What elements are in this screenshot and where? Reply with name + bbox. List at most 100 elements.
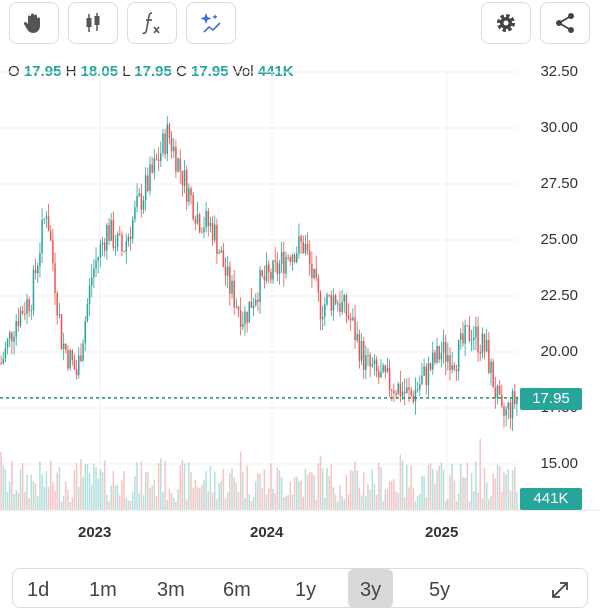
volume-bar xyxy=(296,476,298,510)
volume-bar xyxy=(244,498,246,510)
candle-body xyxy=(103,242,106,251)
candle-body xyxy=(287,257,289,259)
candle-body xyxy=(17,321,20,326)
volume-bar xyxy=(95,467,97,510)
range-button-1y[interactable]: 1y xyxy=(295,579,317,601)
candle-body xyxy=(466,325,469,327)
candle-body xyxy=(26,299,28,314)
candle-body xyxy=(386,367,389,372)
volume-bar xyxy=(485,482,488,510)
volume-bar xyxy=(71,497,74,510)
volume-bar xyxy=(233,477,235,510)
candle-body xyxy=(151,164,153,173)
volume-bar xyxy=(483,467,486,510)
volume-bar xyxy=(270,463,272,510)
candle-body xyxy=(129,236,132,239)
chart-type-button[interactable] xyxy=(68,2,118,44)
volume-bar xyxy=(90,484,93,510)
candle-body xyxy=(244,311,246,325)
volume-bar xyxy=(261,488,263,510)
volume-bar xyxy=(382,501,384,510)
volume-bar xyxy=(436,470,438,510)
volume-bar xyxy=(222,468,225,510)
candle-body xyxy=(224,267,227,276)
volume-bar xyxy=(360,495,363,510)
sparkle-chart-icon xyxy=(200,13,221,33)
volume-bar xyxy=(86,464,89,510)
candle-body xyxy=(494,387,497,398)
range-button-3m[interactable]: 3m xyxy=(157,579,185,601)
candle-body xyxy=(97,257,99,261)
candle-body xyxy=(293,254,296,263)
volume-bar xyxy=(164,460,166,510)
volume-bar xyxy=(334,494,337,510)
expand-icon[interactable] xyxy=(549,579,571,601)
volume-bar xyxy=(326,467,328,510)
volume-bar xyxy=(58,467,61,510)
candle-body xyxy=(207,211,210,227)
volume-bar xyxy=(201,484,203,510)
candle-body xyxy=(261,269,263,276)
candle-body xyxy=(326,294,328,305)
candle-body xyxy=(496,385,499,398)
candle-body xyxy=(71,350,74,361)
volume-bar xyxy=(114,485,117,510)
volume-bar xyxy=(447,498,449,510)
candle-body xyxy=(185,170,188,202)
candle-body xyxy=(278,263,281,274)
candle-body xyxy=(263,275,266,281)
range-button-1d[interactable]: 1d xyxy=(27,579,50,601)
volume-bar xyxy=(172,498,175,510)
volume-bar xyxy=(194,479,197,510)
range-button-1m[interactable]: 1m xyxy=(89,579,117,601)
range-button-5y[interactable]: 5y xyxy=(429,579,451,601)
candle-body xyxy=(194,219,197,224)
volume-bar xyxy=(198,488,201,510)
settings-button[interactable] xyxy=(481,2,531,44)
candle-body xyxy=(280,252,283,264)
candle-body xyxy=(201,231,203,233)
candle-body xyxy=(291,254,294,262)
candle-body xyxy=(43,218,46,220)
y-tick-label: 25.00 xyxy=(540,231,578,248)
candle-body xyxy=(257,299,259,302)
range-button-3y[interactable]: 3y xyxy=(348,569,394,608)
volume-bar xyxy=(88,473,91,510)
close-value: 17.95 xyxy=(191,63,229,80)
candle-body xyxy=(198,214,201,232)
volume-bar xyxy=(226,492,229,510)
volume-bar xyxy=(65,481,67,510)
share-button[interactable] xyxy=(540,2,590,44)
candle-body xyxy=(436,345,438,363)
candle-body xyxy=(142,200,145,210)
volume-bar xyxy=(168,489,171,510)
range-button-6m[interactable]: 6m xyxy=(223,579,251,601)
indicators-button[interactable] xyxy=(127,2,177,44)
candle-body xyxy=(356,334,358,341)
candle-body xyxy=(511,391,514,419)
drawing-hand-button[interactable] xyxy=(9,2,59,44)
candle-body xyxy=(220,250,222,253)
candle-body xyxy=(427,363,430,386)
volume-bar xyxy=(93,463,95,510)
candle-body xyxy=(99,244,102,258)
volume-bar xyxy=(17,492,20,510)
volume-bar xyxy=(308,471,311,510)
volume-bar xyxy=(73,470,76,510)
volume-bar xyxy=(160,458,162,510)
volume-bar xyxy=(431,468,434,510)
candle-body xyxy=(373,359,376,365)
ai-analysis-button[interactable] xyxy=(186,2,236,44)
candle-body xyxy=(490,361,492,373)
volume-bar xyxy=(472,491,475,510)
volume-bar xyxy=(162,491,164,510)
volume-bar xyxy=(175,501,177,510)
volume-bar xyxy=(255,481,257,510)
candle-body xyxy=(449,355,451,371)
candle-body xyxy=(24,313,26,315)
volume-bar xyxy=(373,484,376,510)
candle-body xyxy=(259,269,261,302)
candle-body xyxy=(289,257,292,262)
candle-body xyxy=(457,340,460,372)
